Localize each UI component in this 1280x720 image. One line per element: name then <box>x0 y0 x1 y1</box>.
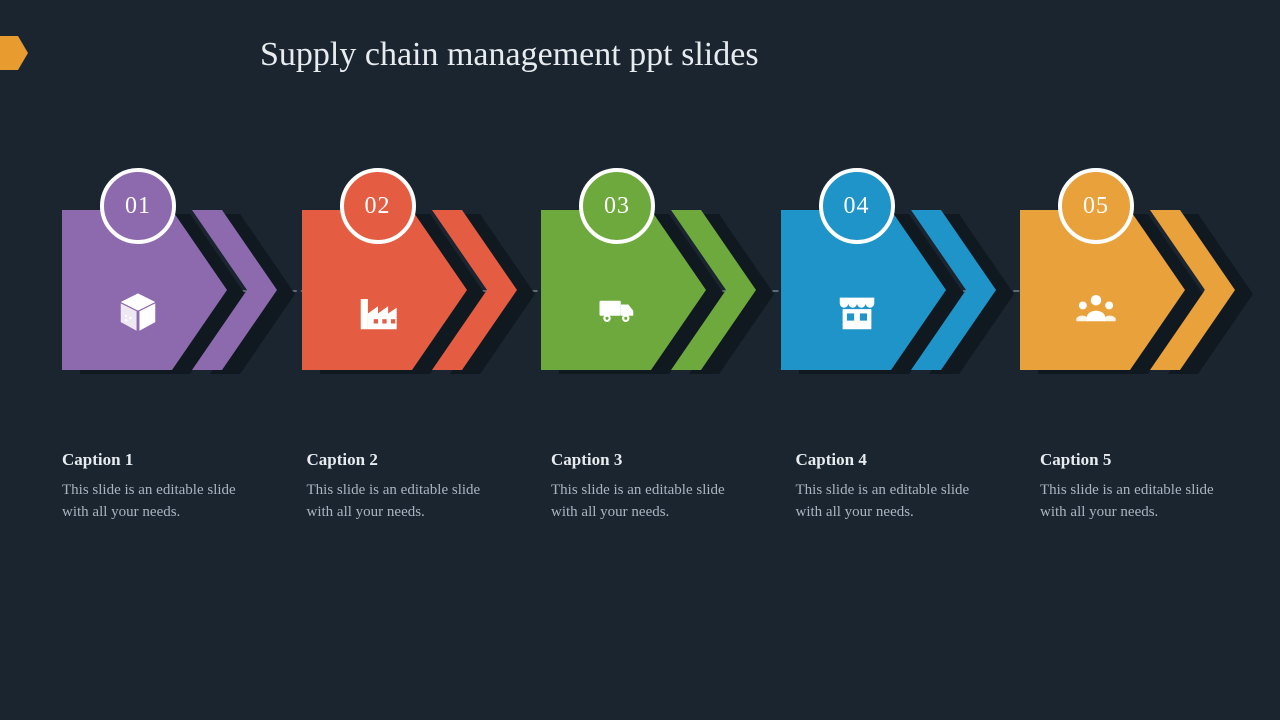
step-number: 01 <box>125 193 151 220</box>
page-title: Supply chain management ppt slides <box>260 36 759 74</box>
step-number: 04 <box>844 193 870 220</box>
caption-desc: This slide is an editable slide with all… <box>62 480 262 524</box>
step-number-badge: 04 <box>819 168 895 244</box>
arrow-block: 04 <box>781 210 981 370</box>
box-icon <box>108 282 168 342</box>
arrow-shape <box>1020 210 1240 378</box>
truck-icon <box>587 282 647 342</box>
step-number-badge: 02 <box>340 168 416 244</box>
caption-desc: This slide is an editable slide with all… <box>1040 480 1240 524</box>
factory-icon <box>348 282 408 342</box>
step-2: 02 <box>302 210 522 370</box>
caption-title: Caption 1 <box>62 450 262 470</box>
caption-title: Caption 4 <box>796 450 996 470</box>
arrow-shape <box>541 210 761 378</box>
caption-block-2: Caption 2 This slide is an editable slid… <box>307 450 507 524</box>
step-4: 04 <box>781 210 1001 370</box>
caption-title: Caption 2 <box>307 450 507 470</box>
caption-desc: This slide is an editable slide with all… <box>307 480 507 524</box>
captions-row: Caption 1 This slide is an editable slid… <box>62 450 1240 524</box>
accent-tab <box>0 36 18 70</box>
step-number-badge: 03 <box>579 168 655 244</box>
arrow-shape <box>781 210 1001 378</box>
caption-title: Caption 3 <box>551 450 751 470</box>
caption-block-4: Caption 4 This slide is an editable slid… <box>796 450 996 524</box>
arrow-block: 05 <box>1020 210 1220 370</box>
arrow-block: 02 <box>302 210 502 370</box>
step-5: 05 <box>1020 210 1240 370</box>
step-1: 01 <box>62 210 282 370</box>
arrow-shape <box>62 210 282 378</box>
step-number-badge: 01 <box>100 168 176 244</box>
arrow-shape <box>302 210 522 378</box>
caption-block-3: Caption 3 This slide is an editable slid… <box>551 450 751 524</box>
caption-block-5: Caption 5 This slide is an editable slid… <box>1040 450 1240 524</box>
step-number-badge: 05 <box>1058 168 1134 244</box>
step-number: 05 <box>1083 193 1109 220</box>
step-number: 03 <box>604 193 630 220</box>
step-number: 02 <box>365 193 391 220</box>
steps-row: 01 02 <box>62 210 1240 370</box>
caption-desc: This slide is an editable slide with all… <box>796 480 996 524</box>
people-icon <box>1066 282 1126 342</box>
caption-title: Caption 5 <box>1040 450 1240 470</box>
caption-block-1: Caption 1 This slide is an editable slid… <box>62 450 262 524</box>
arrow-block: 01 <box>62 210 262 370</box>
step-3: 03 <box>541 210 761 370</box>
store-icon <box>827 282 887 342</box>
arrow-block: 03 <box>541 210 741 370</box>
caption-desc: This slide is an editable slide with all… <box>551 480 751 524</box>
